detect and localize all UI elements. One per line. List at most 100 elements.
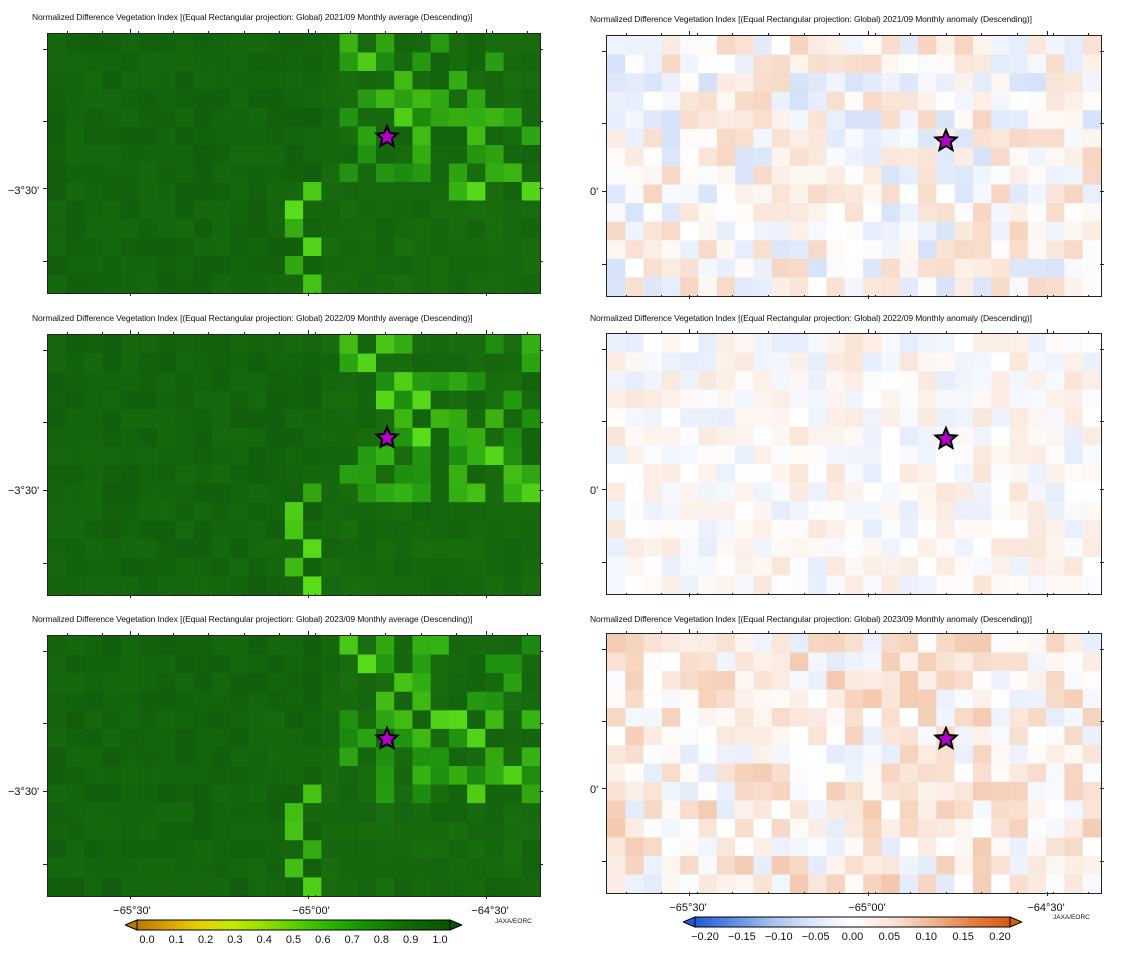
colorbar-tick-label: −0.10 <box>764 931 793 943</box>
axis-tick <box>307 292 309 296</box>
y-label-left-3: −3°30' <box>8 786 40 798</box>
axis-tick <box>1100 123 1104 125</box>
location-star-icon <box>933 425 959 450</box>
axis-tick <box>768 892 770 894</box>
colorbar-tick-label: 0.9 <box>403 934 419 946</box>
colorbar-tick-label: 0.8 <box>373 934 390 946</box>
anomaly-map-2021 <box>606 35 1102 297</box>
axis-tick <box>602 788 606 790</box>
axis-tick <box>732 331 734 333</box>
axis-tick <box>279 594 281 596</box>
panel-title-2023-anomaly: Normalized Difference Vegetation Index [… <box>590 614 1032 624</box>
axis-tick <box>208 332 210 334</box>
axis-tick <box>539 48 543 50</box>
axis-tick <box>625 331 627 333</box>
axis-tick <box>137 633 139 635</box>
axis-tick <box>129 895 131 899</box>
axis-tick <box>1100 721 1104 723</box>
axis-tick <box>314 895 316 897</box>
axis-tick <box>314 594 316 596</box>
axis-tick <box>874 593 876 595</box>
axis-tick <box>1100 263 1104 265</box>
x-label-right-1: −65°30' <box>669 902 707 914</box>
ndvi-colorbar <box>125 919 462 931</box>
axis-tick <box>945 331 947 333</box>
axis-tick <box>1088 295 1090 297</box>
axis-tick <box>1100 788 1104 790</box>
axis-tick <box>732 33 734 35</box>
axis-tick <box>1088 631 1090 633</box>
axis-tick <box>539 260 543 262</box>
axis-tick <box>981 295 983 297</box>
axis-tick <box>314 292 316 294</box>
axis-tick <box>1017 295 1018 297</box>
axis-tick <box>1052 593 1054 595</box>
axis-tick <box>456 31 458 33</box>
axis-tick <box>867 329 869 333</box>
axis-tick <box>602 421 606 423</box>
axis-tick <box>874 892 876 894</box>
axis-tick <box>539 723 543 725</box>
axis-tick <box>539 121 543 123</box>
axis-tick <box>129 631 131 635</box>
axis-tick <box>1052 331 1054 333</box>
axis-tick <box>1046 629 1048 633</box>
axis-tick <box>208 895 210 897</box>
panel-title-2022-anomaly: Normalized Difference Vegetation Index [… <box>590 313 1032 323</box>
axis-tick <box>172 594 174 596</box>
axis-tick <box>661 295 663 297</box>
axis-tick <box>1052 631 1054 633</box>
axis-tick <box>385 633 387 635</box>
axis-tick <box>137 292 139 294</box>
axis-tick <box>539 650 543 652</box>
axis-tick <box>102 633 104 635</box>
axis-tick <box>385 31 387 33</box>
axis-tick <box>1017 892 1018 894</box>
axis-tick <box>279 895 281 897</box>
axis-tick <box>696 892 698 894</box>
axis-tick <box>539 863 543 865</box>
anomaly-map-2023 <box>606 633 1102 894</box>
axis-tick <box>43 260 47 262</box>
axis-tick <box>539 791 543 792</box>
axis-tick <box>803 593 805 595</box>
axis-tick <box>208 292 210 294</box>
axis-tick <box>129 330 131 334</box>
axis-tick <box>602 348 606 350</box>
axis-tick <box>43 422 47 424</box>
credit-right: JAXA/EORC <box>1053 914 1090 921</box>
axis-tick <box>732 593 734 595</box>
axis-tick <box>981 631 983 633</box>
ndvi-map-2021 <box>47 33 541 294</box>
axis-tick <box>102 895 104 897</box>
axis-tick <box>732 295 734 297</box>
axis-tick <box>1017 631 1018 633</box>
axis-tick <box>491 594 493 596</box>
axis-tick <box>839 295 841 297</box>
axis-tick <box>456 292 458 294</box>
axis-tick <box>768 33 770 35</box>
colorbar-tick-label: 0.00 <box>841 931 864 943</box>
axis-tick <box>539 422 543 424</box>
axis-tick <box>456 633 458 635</box>
axis-tick <box>1088 33 1090 35</box>
axis-tick <box>172 895 174 897</box>
axis-tick <box>661 33 663 35</box>
axis-tick <box>43 723 47 725</box>
axis-tick <box>66 633 68 635</box>
axis-tick <box>910 295 912 297</box>
axis-tick <box>867 593 869 597</box>
axis-tick <box>602 191 606 192</box>
axis-tick <box>768 631 770 633</box>
axis-tick <box>803 631 805 633</box>
anomaly-colorbar <box>683 916 1022 928</box>
axis-tick <box>1100 348 1104 350</box>
axis-tick <box>803 892 805 894</box>
axis-tick <box>208 594 210 596</box>
x-label-left-1: −65°30' <box>113 905 151 917</box>
axis-tick <box>1088 892 1090 894</box>
axis-tick <box>172 633 174 635</box>
axis-tick <box>102 594 104 596</box>
axis-tick <box>1046 31 1048 35</box>
axis-tick <box>1046 329 1048 333</box>
